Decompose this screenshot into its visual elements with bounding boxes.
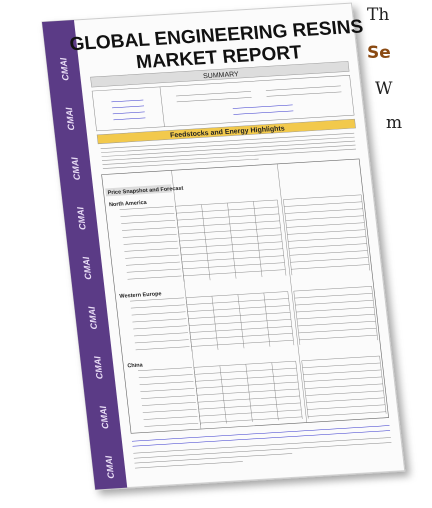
side-text: Se	[367, 43, 391, 63]
region-label: China	[127, 362, 144, 369]
side-text: Th	[367, 5, 389, 25]
report-cover: CMAI CMAI CMAI CMAI CMAI CMAI CMAI CMAI …	[42, 3, 414, 490]
page: CMAI CMAI CMAI CMAI CMAI CMAI CMAI CMAI …	[0, 0, 432, 504]
side-text: W	[375, 79, 393, 99]
side-text: m	[386, 113, 402, 133]
